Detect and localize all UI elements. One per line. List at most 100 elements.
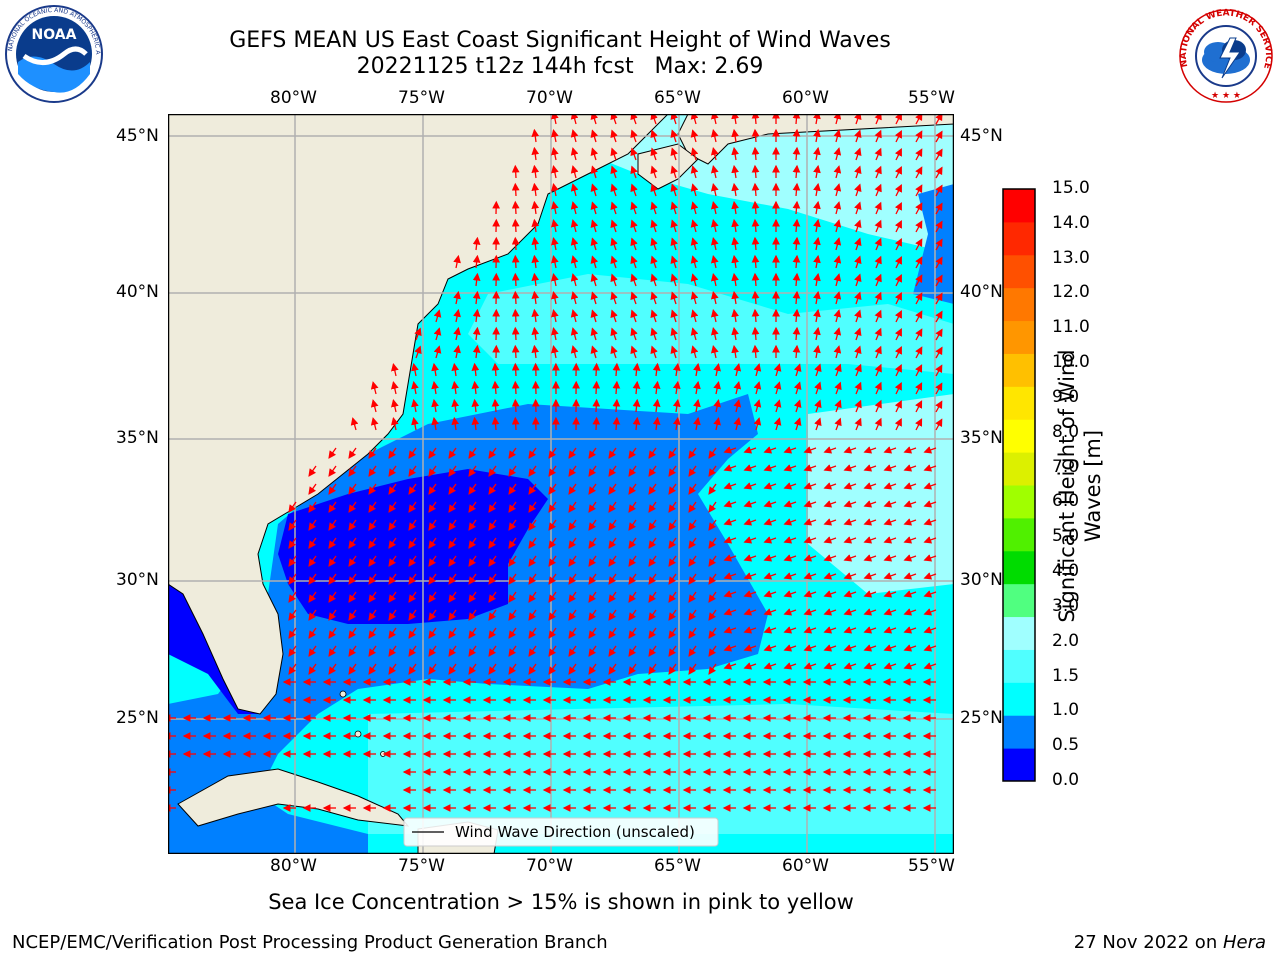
wave-arrow — [531, 344, 540, 359]
wave-arrow — [388, 465, 397, 477]
wave-arrow — [668, 483, 677, 495]
wave-arrow — [723, 572, 737, 580]
wave-arrow — [668, 573, 677, 585]
wave-arrow — [854, 417, 862, 431]
wave-arrow — [370, 381, 379, 395]
wave-arrow — [874, 273, 882, 287]
wave-arrow — [472, 290, 481, 305]
wave-arrow — [688, 609, 697, 621]
wave-arrow — [803, 644, 817, 652]
wave-arrow — [843, 446, 857, 454]
colorbar-block — [1003, 353, 1035, 387]
wave-arrow — [548, 537, 557, 549]
wave-arrow — [783, 464, 797, 472]
wave-arrow — [731, 236, 739, 251]
wave-arrow — [428, 627, 437, 639]
wave-arrow — [894, 418, 902, 431]
wave-arrow — [894, 256, 902, 269]
wave-arrow — [854, 327, 862, 341]
wave-arrow — [428, 537, 437, 549]
wave-arrow — [433, 345, 442, 359]
wave-arrow — [823, 662, 837, 670]
wave-arrow — [903, 626, 917, 634]
wave-arrow — [923, 554, 937, 562]
wave-arrow — [710, 201, 719, 215]
wave-arrow — [803, 662, 817, 670]
wave-arrow — [471, 398, 480, 413]
wave-arrow — [731, 128, 739, 143]
wave-arrow — [883, 536, 897, 544]
wave-arrow — [288, 663, 297, 675]
wave-arrow — [568, 645, 577, 657]
wave-arrow — [548, 501, 557, 513]
wave-arrow — [874, 129, 882, 143]
wave-arrow — [368, 465, 377, 477]
wave-arrow — [688, 537, 697, 549]
wave-arrow — [813, 128, 821, 143]
wave-arrow — [468, 447, 477, 459]
wave-arrow — [903, 446, 917, 454]
wave-arrow — [668, 663, 677, 675]
wave-arrow — [608, 537, 617, 549]
wave-arrow — [915, 310, 923, 323]
lon-label: 65°W — [654, 88, 701, 108]
wave-arrow — [308, 537, 317, 549]
lon-label: 70°W — [526, 856, 573, 876]
wave-arrow — [453, 254, 461, 269]
wave-arrow — [408, 591, 417, 603]
wave-arrow — [568, 447, 577, 459]
wave-arrow — [488, 537, 497, 549]
wave-arrow — [570, 237, 579, 251]
wave-arrow — [610, 291, 618, 305]
wave-arrow — [751, 146, 760, 161]
footer-date: 27 Nov 2022 on Hera — [1074, 932, 1266, 953]
wave-arrow — [763, 464, 777, 472]
wave-arrow — [551, 201, 559, 215]
wave-arrow — [590, 237, 599, 251]
wave-arrow — [688, 663, 697, 675]
wave-arrow — [608, 519, 617, 531]
wave-arrow — [743, 590, 757, 598]
wave-arrow — [472, 236, 481, 251]
wave-arrow — [670, 327, 678, 341]
wave-arrow — [883, 626, 897, 634]
wave-arrow — [288, 573, 297, 585]
wave-arrow — [710, 183, 719, 197]
wave-arrow — [773, 363, 782, 377]
wave-arrow — [854, 309, 862, 323]
wave-arrow — [731, 326, 739, 341]
wave-arrow — [508, 555, 517, 567]
wave-arrow — [731, 200, 739, 215]
wave-arrow — [792, 326, 801, 341]
colorbar-tick-label: 14.0 — [1052, 212, 1090, 233]
wave-arrow — [388, 501, 397, 513]
colorbar-block — [1003, 221, 1035, 256]
wave-arrow — [710, 147, 719, 161]
wave-arrow — [328, 591, 337, 603]
lat-label: 45°N — [116, 126, 159, 146]
wave-arrow — [391, 417, 399, 431]
wave-arrow — [792, 146, 801, 161]
wave-arrow — [652, 380, 661, 395]
wave-arrow — [608, 501, 617, 513]
wave-arrow — [388, 591, 397, 603]
wave-arrow — [328, 555, 337, 567]
wave-arrow — [590, 273, 599, 287]
wave-arrow — [348, 483, 357, 495]
wave-arrow — [568, 537, 577, 549]
wave-arrow — [568, 627, 577, 639]
wave-arrow — [823, 446, 837, 454]
wave-arrow — [388, 627, 397, 639]
wave-arrow — [823, 572, 837, 580]
wave-arrow — [488, 573, 497, 585]
wave-arrow — [688, 519, 697, 531]
wave-arrow — [915, 166, 923, 179]
wave-arrow — [773, 399, 782, 413]
wave-arrow — [915, 292, 923, 305]
wave-arrow — [568, 519, 577, 531]
wave-arrow — [854, 381, 862, 395]
wave-arrow — [670, 219, 678, 233]
wave-arrow — [348, 645, 357, 657]
wave-arrow — [833, 237, 842, 251]
wave-arrow — [508, 519, 517, 531]
